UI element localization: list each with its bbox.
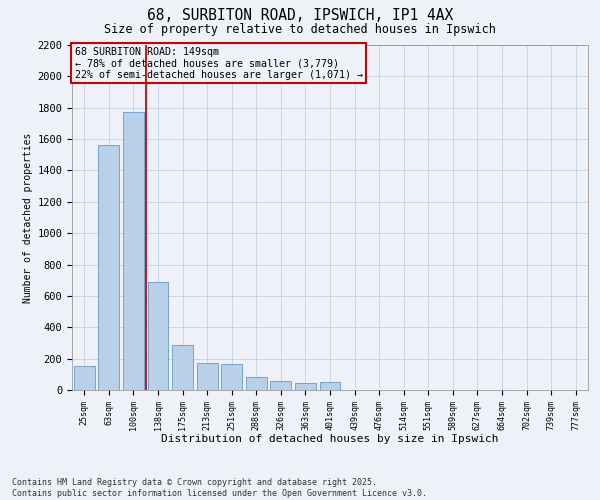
Text: 68 SURBITON ROAD: 149sqm
← 78% of detached houses are smaller (3,779)
22% of sem: 68 SURBITON ROAD: 149sqm ← 78% of detach… <box>74 46 362 80</box>
Text: Contains HM Land Registry data © Crown copyright and database right 2025.
Contai: Contains HM Land Registry data © Crown c… <box>12 478 427 498</box>
Bar <box>320 382 340 390</box>
Bar <box>246 378 267 390</box>
Bar <box>148 282 169 390</box>
X-axis label: Distribution of detached houses by size in Ipswich: Distribution of detached houses by size … <box>161 434 499 444</box>
Bar <box>271 382 292 390</box>
Bar <box>295 383 316 390</box>
Bar <box>74 366 95 390</box>
Text: 68, SURBITON ROAD, IPSWICH, IP1 4AX: 68, SURBITON ROAD, IPSWICH, IP1 4AX <box>147 8 453 22</box>
Text: Size of property relative to detached houses in Ipswich: Size of property relative to detached ho… <box>104 22 496 36</box>
Bar <box>98 146 119 390</box>
Y-axis label: Number of detached properties: Number of detached properties <box>23 132 33 302</box>
Bar <box>123 112 144 390</box>
Bar <box>172 344 193 390</box>
Bar <box>197 362 218 390</box>
Bar <box>221 364 242 390</box>
